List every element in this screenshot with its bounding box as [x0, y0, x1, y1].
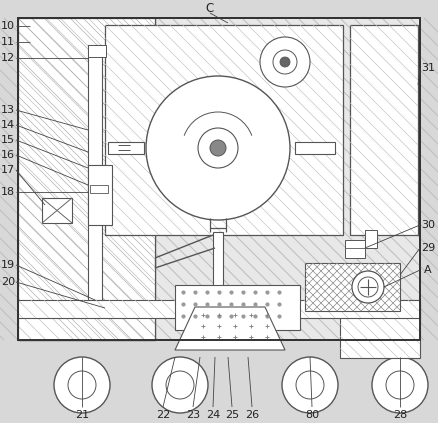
Text: 14: 14	[1, 120, 15, 130]
Text: 15: 15	[1, 135, 15, 145]
Text: A: A	[424, 265, 432, 275]
Bar	[88, 165, 112, 225]
Circle shape	[296, 371, 324, 399]
Text: 22: 22	[156, 410, 170, 420]
Bar	[18, 18, 155, 340]
Text: 20: 20	[1, 277, 15, 287]
Circle shape	[146, 76, 290, 220]
Text: 18: 18	[1, 187, 15, 197]
Text: 25: 25	[225, 410, 239, 420]
Circle shape	[68, 371, 96, 399]
Text: 16: 16	[1, 150, 15, 160]
Bar	[88, 45, 102, 300]
Text: 31: 31	[421, 63, 435, 73]
Text: 30: 30	[421, 220, 435, 230]
Circle shape	[282, 357, 338, 413]
Circle shape	[260, 37, 310, 87]
Circle shape	[352, 271, 384, 303]
Circle shape	[372, 357, 428, 413]
Circle shape	[386, 371, 414, 399]
Text: 11: 11	[1, 37, 15, 47]
Bar	[18, 18, 155, 340]
Circle shape	[273, 50, 297, 74]
Text: 10: 10	[1, 21, 15, 31]
Circle shape	[198, 128, 238, 168]
Circle shape	[280, 57, 290, 67]
Bar	[365, 230, 377, 248]
Bar	[90, 185, 108, 193]
Text: 29: 29	[421, 243, 435, 253]
Bar	[295, 142, 335, 154]
Text: 13: 13	[1, 105, 15, 115]
Text: C: C	[206, 2, 214, 14]
Text: 23: 23	[186, 410, 200, 420]
Text: 28: 28	[393, 410, 407, 420]
Circle shape	[358, 277, 378, 297]
Text: 19: 19	[1, 260, 15, 270]
Bar	[105, 25, 343, 235]
Bar	[340, 300, 420, 358]
Circle shape	[152, 357, 208, 413]
Bar	[108, 142, 144, 154]
Bar	[42, 198, 72, 223]
Bar	[345, 240, 365, 258]
Bar	[175, 285, 300, 330]
Circle shape	[54, 357, 110, 413]
Bar	[18, 18, 155, 340]
Polygon shape	[175, 307, 285, 350]
Bar	[18, 18, 420, 340]
Bar	[213, 232, 223, 302]
Bar	[305, 263, 400, 311]
Circle shape	[210, 140, 226, 156]
Text: 24: 24	[206, 410, 220, 420]
Circle shape	[166, 371, 194, 399]
Text: 17: 17	[1, 165, 15, 175]
Text: 12: 12	[1, 53, 15, 63]
Bar	[88, 45, 106, 57]
Bar	[18, 18, 420, 340]
Text: 26: 26	[245, 410, 259, 420]
Bar	[350, 25, 418, 235]
Text: 21: 21	[75, 410, 89, 420]
Text: 80: 80	[305, 410, 319, 420]
Bar	[20, 20, 153, 338]
Bar	[18, 300, 420, 318]
Wedge shape	[146, 148, 290, 220]
